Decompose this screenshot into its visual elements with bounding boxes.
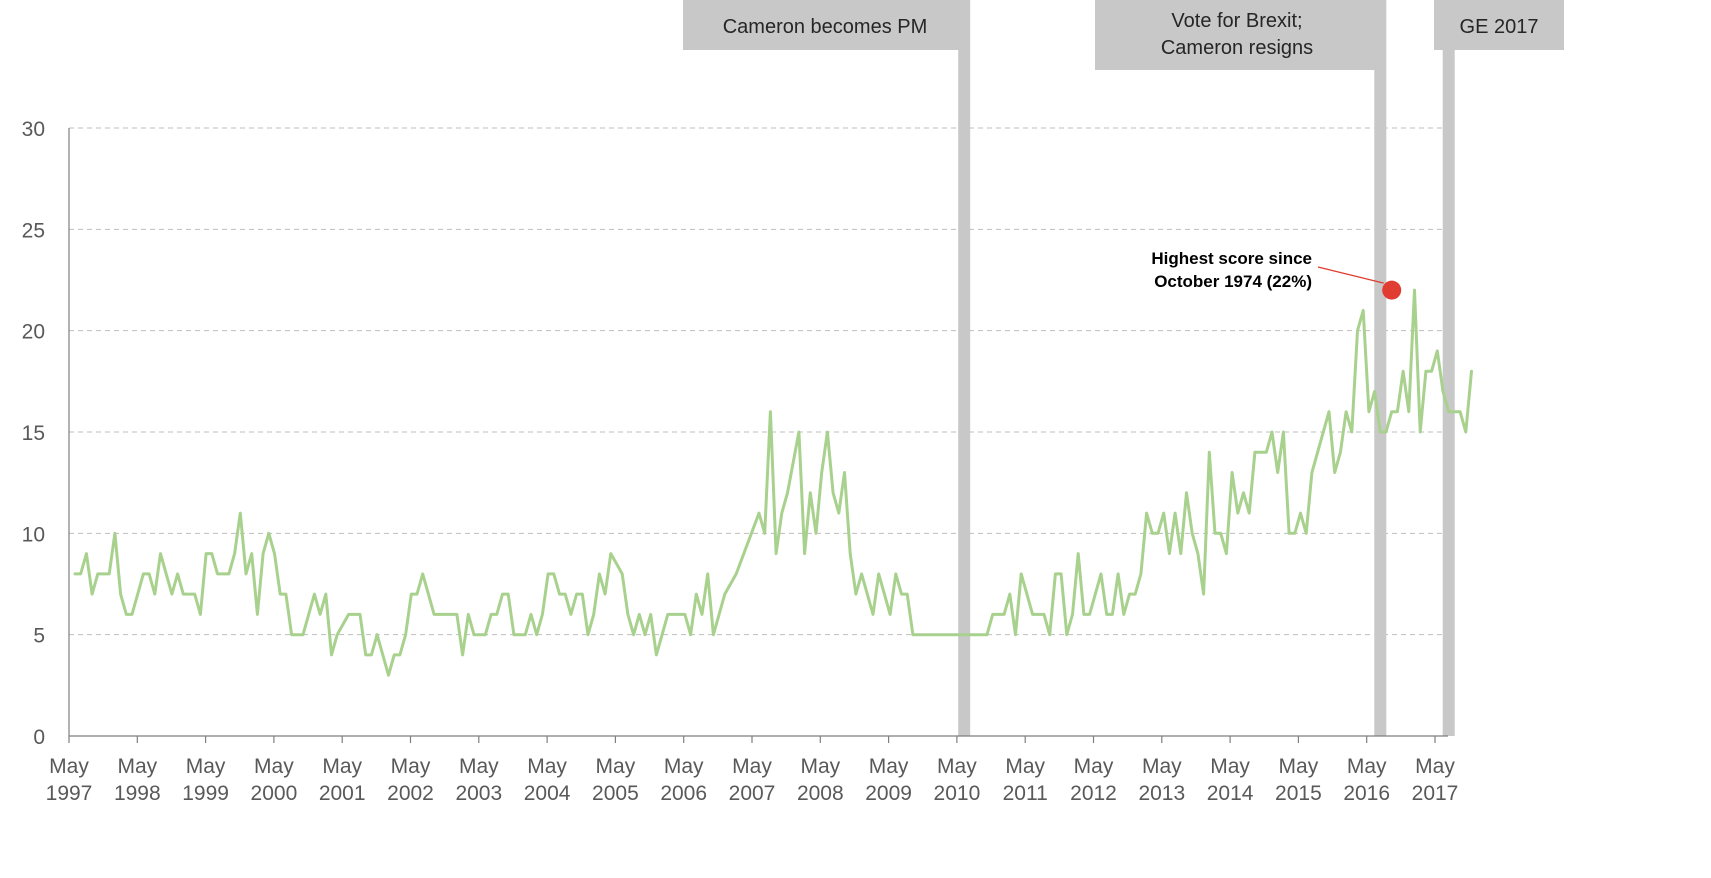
- x-tick-label-year: 2012: [1070, 782, 1117, 805]
- x-tick-label-month: May: [1005, 755, 1045, 778]
- annotation-text: October 1974 (22%): [1154, 272, 1312, 291]
- x-tick-label-month: May: [117, 755, 157, 778]
- x-tick-label-month: May: [1142, 755, 1182, 778]
- x-tick-label-month: May: [322, 755, 362, 778]
- x-tick-label-year: 1999: [182, 782, 229, 805]
- x-tick-label-year: 1997: [46, 782, 93, 805]
- x-tick-label-year: 2005: [592, 782, 639, 805]
- event-bar: [1374, 0, 1387, 736]
- x-tick-label-month: May: [391, 755, 431, 778]
- y-tick-label: 0: [33, 726, 45, 749]
- annotation-layer: Highest score since October 1974 (22%): [1151, 249, 1402, 300]
- annotation-leader: [1317, 266, 1384, 284]
- y-tick-label: 5: [33, 625, 45, 648]
- series-line: [73, 288, 1473, 677]
- x-tick-label-year: 2007: [729, 782, 776, 805]
- x-tick-label-year: 2000: [251, 782, 298, 805]
- highest-score-marker: [1382, 280, 1402, 300]
- x-tick-label-month: May: [1415, 755, 1455, 778]
- y-tick-label: 30: [22, 118, 45, 141]
- y-tick-label: 25: [22, 219, 45, 242]
- x-tick-label-year: 2010: [934, 782, 981, 805]
- event-markers: Cameron becomes PM Vote for Brexit; Camero…: [683, 0, 1564, 736]
- x-tick-label-month: May: [869, 755, 909, 778]
- event-label: GE 2017: [1460, 16, 1539, 38]
- series-layer: [73, 288, 1473, 677]
- event-label-box: [1434, 0, 1564, 50]
- x-tick-label-month: May: [1347, 755, 1387, 778]
- x-tick-label-year: 1998: [114, 782, 161, 805]
- x-tick-label-month: May: [49, 755, 89, 778]
- x-tick-label-month: May: [527, 755, 567, 778]
- x-tick-label-year: 2017: [1412, 782, 1459, 805]
- x-tick-label-year: 2009: [865, 782, 912, 805]
- x-tick-label-month: May: [732, 755, 772, 778]
- event-label: Cameron resigns: [1161, 37, 1313, 59]
- x-tick-label-month: May: [1210, 755, 1250, 778]
- event-bar: [958, 0, 971, 736]
- x-tick-label-year: 2008: [797, 782, 844, 805]
- event-label-box: [683, 0, 967, 50]
- x-tick-label-month: May: [664, 755, 704, 778]
- y-tick-label: 15: [22, 422, 45, 445]
- x-tick-label-month: May: [800, 755, 840, 778]
- x-tick-label-month: May: [459, 755, 499, 778]
- x-tick-label-year: 2003: [455, 782, 502, 805]
- y-tick-label: 20: [22, 321, 45, 344]
- x-tick-label-year: 2011: [1003, 782, 1048, 805]
- x-tick-label-year: 2016: [1343, 782, 1390, 805]
- annotation-text: Highest score since: [1151, 249, 1312, 268]
- x-tick-label-year: 2015: [1275, 782, 1322, 805]
- x-tick-label-month: May: [186, 755, 226, 778]
- x-tick-label-month: May: [596, 755, 636, 778]
- y-tick-label: 10: [22, 523, 45, 546]
- x-tick-label-month: May: [937, 755, 977, 778]
- x-tick-label-year: 2014: [1207, 782, 1254, 805]
- event-label: Vote for Brexit;: [1171, 10, 1302, 32]
- x-tick-label-year: 2004: [524, 782, 571, 805]
- x-tick-label-year: 2006: [660, 782, 707, 805]
- x-tick-label-year: 2001: [319, 782, 366, 805]
- event-label: Cameron becomes PM: [723, 16, 928, 38]
- x-tick-label-month: May: [1279, 755, 1319, 778]
- x-tick-label-year: 2013: [1138, 782, 1185, 805]
- x-tick-label-year: 2002: [387, 782, 434, 805]
- event-label-box: [1095, 0, 1379, 70]
- event-bar: [1442, 0, 1455, 736]
- axes: 0 5 10 15 20 25 30 May 1997 May 1998 May 1999 May 2000…: [22, 118, 1459, 805]
- x-tick-label-month: May: [254, 755, 294, 778]
- x-tick-label-month: May: [1074, 755, 1114, 778]
